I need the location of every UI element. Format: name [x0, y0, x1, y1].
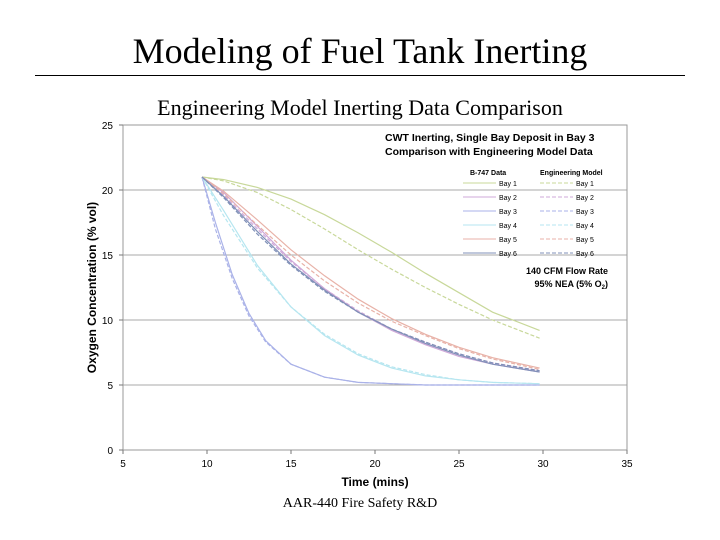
series-layer: [201, 176, 540, 386]
title-divider: [35, 75, 685, 76]
chart-title-line-2: Comparison with Engineering Model Data: [385, 146, 593, 158]
legend-header-model: Engineering Model: [540, 170, 603, 177]
legend-header-b747: B-747 Data: [470, 170, 506, 177]
chart-legend: B-747 Data Engineering Model Bay 1 Bay 1 Bay…: [463, 170, 603, 258]
series-line-b747-bay-5: [201, 176, 540, 369]
y-tick-label-20: 20: [102, 186, 114, 197]
legend-label-model-bay-1: Bay 1: [576, 181, 594, 188]
x-tick-label-10: 10: [201, 459, 213, 470]
series-line-b747-bay-3: [201, 176, 540, 386]
legend-label-b747-bay-2: Bay 2: [499, 195, 517, 202]
x-tick-label-35: 35: [621, 459, 633, 470]
legend-label-b747-bay-3: Bay 3: [499, 209, 517, 216]
legend-label-b747-bay-1: Bay 1: [499, 181, 517, 188]
series-line-model-bay-1: [201, 176, 540, 339]
flow-rate-annotation: 140 CFM Flow Rate: [526, 266, 608, 276]
x-tick-label-5: 5: [120, 459, 126, 470]
series-line-model-bay-5: [201, 176, 540, 370]
slide-subtitle: Engineering Model Inerting Data Comparis…: [157, 95, 563, 120]
x-tick-label-30: 30: [537, 459, 549, 470]
series-line-model-bay-6: [201, 176, 540, 372]
legend-label-model-bay-2: Bay 2: [576, 195, 594, 202]
legend-label-b747-bay-6: Bay 6: [499, 251, 517, 258]
x-axis-label: Time (mins): [341, 475, 408, 489]
legend-label-model-bay-4: Bay 4: [576, 223, 594, 230]
legend-label-b747-bay-5: Bay 5: [499, 237, 517, 244]
series-line-b747-bay-2: [201, 176, 540, 373]
x-tick-label-15: 15: [285, 459, 297, 470]
nea-annotation: 95% NEA (5% O2): [534, 279, 608, 291]
series-line-model-bay-2: [201, 176, 540, 372]
series-line-b747-bay-6: [201, 176, 540, 373]
series-line-model-bay-3: [201, 176, 540, 386]
slide-title: Modeling of Fuel Tank Inerting: [132, 31, 588, 71]
y-axis-label: Oxygen Concentration (% vol): [85, 202, 99, 373]
y-tick-label-5: 5: [107, 381, 113, 392]
legend-label-model-bay-3: Bay 3: [576, 209, 594, 216]
y-tick-label-10: 10: [102, 316, 114, 327]
x-tick-label-25: 25: [453, 459, 465, 470]
series-line-b747-bay-1: [201, 176, 540, 331]
legend-label-model-bay-5: Bay 5: [576, 237, 594, 244]
chart-title-line-1: CWT Inerting, Single Bay Deposit in Bay …: [385, 132, 595, 144]
y-tick-label-15: 15: [102, 251, 114, 262]
slide-footer: AAR-440 Fire Safety R&D: [282, 496, 438, 511]
y-tick-label-0: 0: [107, 446, 113, 457]
legend-label-b747-bay-4: Bay 4: [499, 223, 517, 230]
series-line-model-bay-4: [201, 176, 540, 385]
x-tick-label-20: 20: [369, 459, 381, 470]
legend-label-model-bay-6: Bay 6: [576, 251, 594, 258]
series-line-b747-bay-4: [201, 176, 540, 385]
y-tick-label-25: 25: [102, 121, 114, 132]
